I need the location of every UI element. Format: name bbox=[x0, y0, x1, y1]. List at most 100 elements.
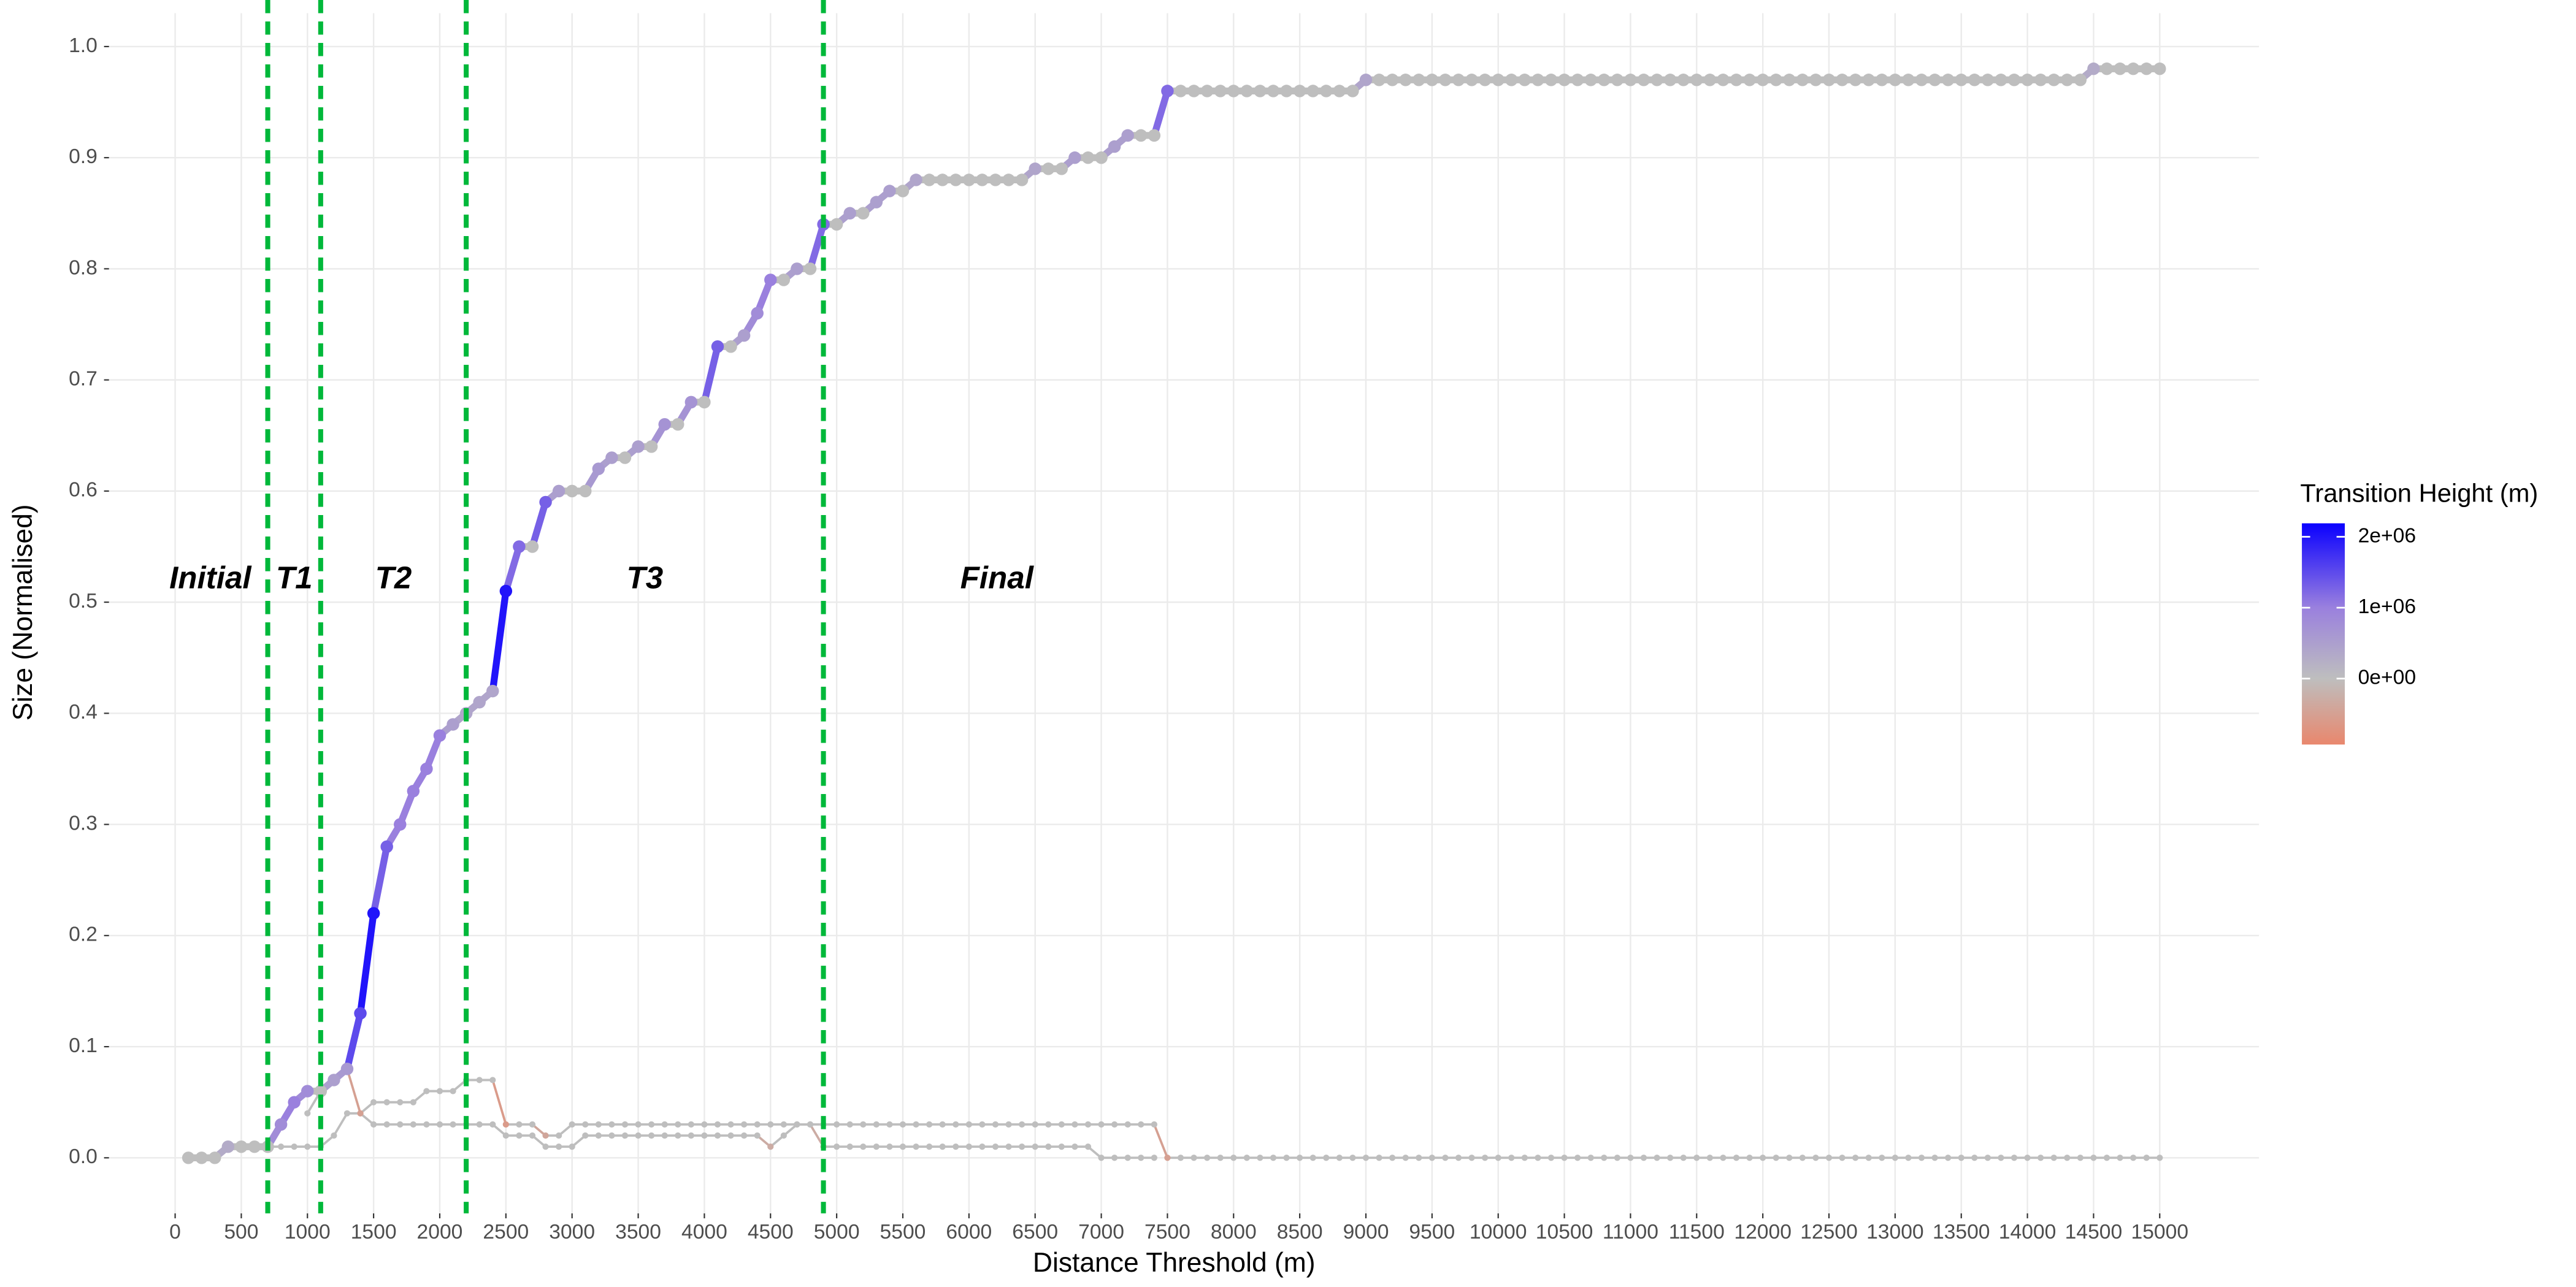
segment bbox=[332, 1112, 348, 1137]
segment bbox=[807, 221, 827, 273]
point bbox=[1614, 1155, 1620, 1161]
point bbox=[1478, 74, 1492, 86]
point bbox=[2153, 62, 2166, 75]
point bbox=[1505, 74, 1518, 86]
point bbox=[331, 1132, 337, 1139]
point bbox=[1045, 1144, 1052, 1150]
point bbox=[1786, 1155, 1793, 1161]
point bbox=[489, 1121, 496, 1128]
point bbox=[2047, 74, 2060, 86]
point bbox=[556, 1144, 562, 1150]
point bbox=[502, 1132, 509, 1139]
point bbox=[1733, 1155, 1740, 1161]
point bbox=[343, 1110, 351, 1117]
y-tick-label: 0.0 bbox=[69, 1145, 98, 1168]
point bbox=[1346, 85, 1359, 97]
point bbox=[423, 1121, 430, 1128]
point bbox=[605, 451, 618, 464]
point bbox=[1508, 1155, 1515, 1161]
point bbox=[1399, 74, 1412, 86]
point bbox=[1955, 74, 1968, 86]
y-tick-label: 0.1 bbox=[69, 1034, 98, 1057]
point bbox=[1135, 129, 1148, 142]
point bbox=[1148, 129, 1161, 142]
y-tick-label: 0.9 bbox=[69, 145, 98, 168]
point bbox=[407, 784, 420, 798]
point bbox=[2011, 1155, 2018, 1161]
point bbox=[886, 1144, 893, 1150]
point bbox=[873, 1144, 880, 1150]
x-tick-label: 6000 bbox=[946, 1221, 992, 1243]
point bbox=[1825, 1155, 1833, 1161]
point bbox=[1439, 74, 1452, 86]
point bbox=[542, 1132, 549, 1139]
point bbox=[383, 1099, 390, 1106]
point bbox=[1111, 1121, 1118, 1128]
point bbox=[367, 907, 380, 920]
point bbox=[569, 1121, 575, 1128]
point bbox=[436, 1088, 443, 1094]
point bbox=[711, 340, 724, 353]
point bbox=[886, 1121, 893, 1128]
point bbox=[1098, 1121, 1105, 1128]
phase-label: T1 bbox=[276, 560, 313, 595]
x-tick-label: 10500 bbox=[1536, 1221, 1593, 1243]
point bbox=[1055, 162, 1068, 175]
x-tick-label: 13000 bbox=[1866, 1221, 1924, 1243]
point bbox=[301, 1085, 314, 1098]
point bbox=[834, 1144, 840, 1150]
y-tick-label: 0.2 bbox=[69, 923, 98, 946]
point bbox=[926, 1121, 933, 1128]
point bbox=[1029, 162, 1041, 175]
point bbox=[450, 1088, 456, 1094]
point bbox=[1243, 1155, 1250, 1161]
point bbox=[2090, 1155, 2097, 1161]
point bbox=[846, 1144, 853, 1150]
point bbox=[2143, 1155, 2150, 1161]
point bbox=[1015, 174, 1029, 186]
point bbox=[1042, 162, 1055, 175]
point bbox=[2021, 74, 2034, 86]
y-tick-label: 0.4 bbox=[69, 701, 98, 724]
point bbox=[1521, 1155, 1528, 1161]
point bbox=[1547, 1155, 1555, 1161]
x-tick-label: 14500 bbox=[2065, 1221, 2123, 1243]
point bbox=[632, 440, 645, 453]
point bbox=[1293, 85, 1306, 97]
x-tick-label: 1500 bbox=[351, 1221, 397, 1243]
x-tick-label: 9500 bbox=[1409, 1221, 1455, 1243]
point bbox=[1349, 1155, 1356, 1161]
point bbox=[304, 1144, 311, 1150]
point bbox=[1928, 74, 1941, 86]
point bbox=[433, 729, 447, 742]
phase-label: T2 bbox=[375, 560, 412, 595]
y-tick-label: 0.3 bbox=[69, 812, 98, 834]
point bbox=[1862, 74, 1875, 86]
point bbox=[1402, 1155, 1409, 1161]
point bbox=[618, 451, 632, 464]
point bbox=[751, 307, 764, 320]
point bbox=[2156, 1155, 2163, 1161]
point bbox=[1468, 1155, 1475, 1161]
x-tick-label: 15000 bbox=[2131, 1221, 2189, 1243]
x-tick-label: 12000 bbox=[1734, 1221, 1792, 1243]
point bbox=[1984, 1155, 1991, 1161]
x-axis-title: Distance Threshold (m) bbox=[1033, 1248, 1316, 1278]
point bbox=[658, 418, 671, 431]
point bbox=[1482, 1155, 1489, 1161]
point bbox=[476, 1077, 483, 1083]
x-tick-label: 7000 bbox=[1078, 1221, 1124, 1243]
segment bbox=[529, 498, 550, 551]
phase-label: Initial bbox=[169, 560, 252, 595]
point bbox=[922, 174, 936, 186]
point bbox=[2074, 74, 2087, 86]
point bbox=[1425, 74, 1439, 86]
point bbox=[926, 1144, 933, 1150]
point bbox=[2064, 1155, 2071, 1161]
x-tick-label: 8000 bbox=[1211, 1221, 1257, 1243]
point bbox=[1336, 1155, 1343, 1161]
point bbox=[1918, 1155, 1925, 1161]
point bbox=[913, 1121, 919, 1128]
